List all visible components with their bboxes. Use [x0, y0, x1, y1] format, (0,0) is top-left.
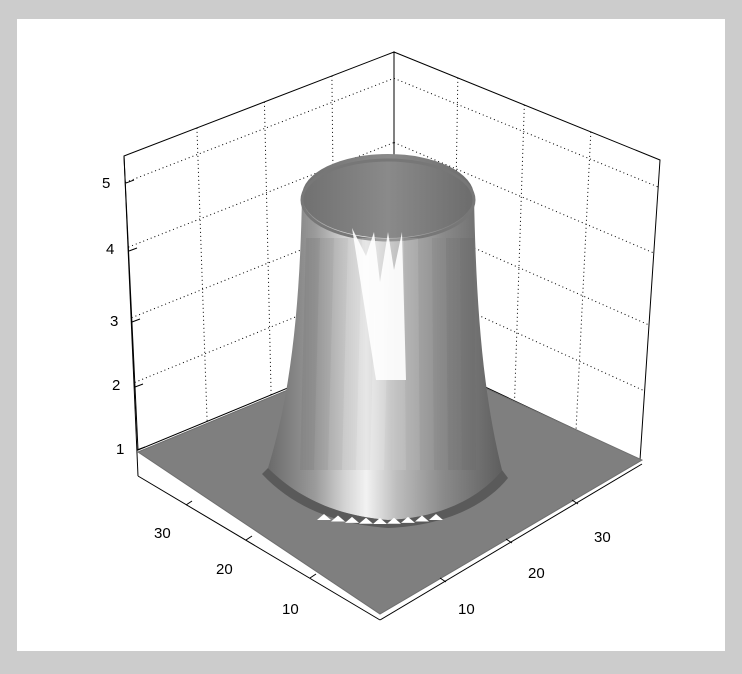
plateau-facet-7 [404, 238, 420, 470]
x-tick-1 [245, 535, 253, 541]
base-highlight-0 [317, 514, 331, 520]
x-tick-label-10: 10 [282, 601, 299, 618]
tick-marks [125, 179, 579, 583]
x-tick-2 [309, 573, 317, 579]
plateau-facet-2 [328, 238, 348, 470]
plateau-cap [302, 154, 474, 238]
z-axis-line [123, 155, 139, 477]
plateau-facet-10 [446, 238, 462, 470]
plateau-facet-9 [432, 238, 448, 470]
plateau-base-skirt [262, 468, 508, 528]
x-tick-0 [185, 500, 193, 506]
x-tick-label-20: 20 [216, 561, 233, 578]
grid-line-left-v-1 [263, 101, 272, 395]
base-highlight-7 [415, 515, 429, 522]
y-tick-label-30: 30 [594, 529, 611, 546]
plateau-facet-0 [300, 238, 320, 470]
grid-line-right-v-2 [575, 131, 592, 430]
y-tick-2 [571, 499, 579, 505]
grid-line-right-z-2 [393, 212, 650, 326]
base-highlight-3 [359, 517, 373, 524]
base-highlight-6 [401, 516, 415, 523]
z-tick-2 [131, 318, 141, 323]
z-tick-label-2: 2 [112, 377, 120, 394]
surface-plateau [262, 154, 508, 528]
base-highlight-4 [373, 518, 387, 524]
z-tick-1 [128, 247, 138, 252]
y-tick-label-10: 10 [458, 601, 475, 618]
plateau-facets [300, 238, 476, 470]
base-highlight-8 [429, 514, 443, 520]
base-highlight-5 [387, 517, 401, 524]
plateau-facet-11 [460, 238, 476, 470]
grid-line-left-z-0 [125, 77, 395, 183]
grid-line-right-v-1 [514, 104, 525, 401]
z-tick-label-3: 3 [110, 313, 118, 330]
plateau-highlight [352, 228, 406, 380]
y-tick-1 [505, 538, 513, 544]
base-highlight-2 [345, 516, 359, 523]
y-tick-label-20: 20 [528, 565, 545, 582]
grid-line-left-v-0 [196, 127, 208, 422]
x-axis-line [137, 475, 381, 621]
z-tick-label-1: 1 [116, 441, 124, 458]
z-tick-0 [125, 179, 135, 184]
plateau-facet-3 [342, 238, 362, 470]
base-highlight-1 [331, 515, 345, 522]
y-tick-0 [439, 577, 447, 583]
plateau-facet-8 [418, 238, 434, 470]
z-tick-4 [136, 446, 146, 451]
z-tick-3 [134, 383, 144, 388]
plateau-facet-1 [314, 238, 334, 470]
z-tick-label-5: 5 [102, 175, 110, 192]
grid-line-left-v-2 [331, 75, 336, 369]
z-tick-label-4: 4 [106, 241, 114, 258]
x-tick-label-30: 30 [154, 525, 171, 542]
base-highlights [317, 514, 443, 524]
